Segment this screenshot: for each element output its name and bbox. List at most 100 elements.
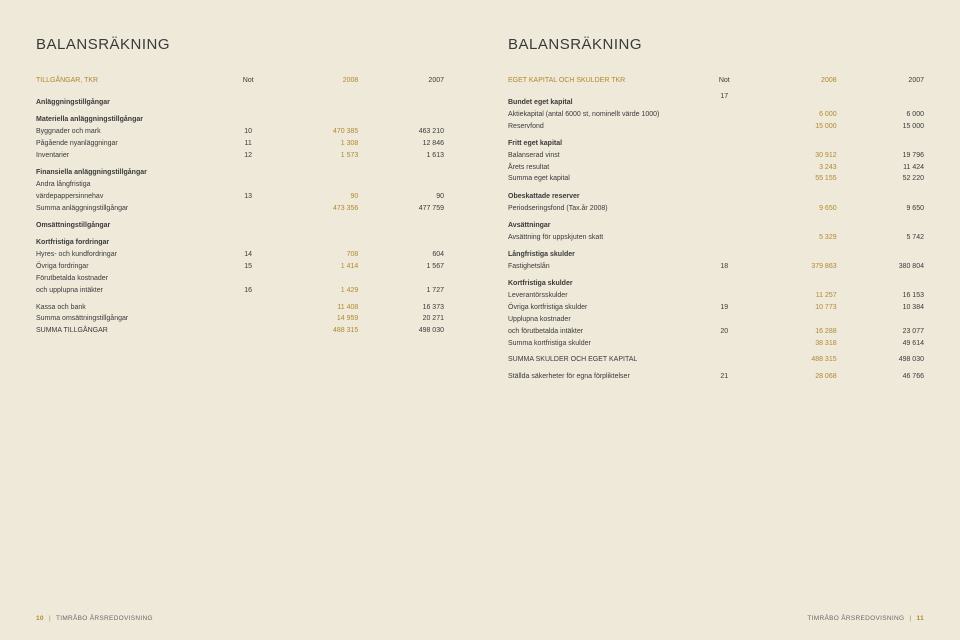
row-not xyxy=(224,326,273,338)
col-header-label: TILLGÅNGAR, TKR xyxy=(36,75,224,87)
row-year2: 90 xyxy=(358,191,444,203)
row-year1: 470 385 xyxy=(273,127,359,139)
table-row: Övriga fordringar151 4141 567 xyxy=(36,261,444,273)
row-not: 11 xyxy=(224,138,273,150)
row-year1: 473 356 xyxy=(273,203,359,215)
section-heading-not xyxy=(699,133,749,150)
row-label: Byggnader och mark xyxy=(36,127,224,139)
row-label: Reservfond xyxy=(508,121,699,133)
row-year2: 1 727 xyxy=(358,285,444,297)
section-heading-row: Obeskattade reserver xyxy=(508,186,924,203)
section-heading-not xyxy=(699,186,749,203)
row-not xyxy=(224,273,273,285)
section-heading-row: Kortfristiga skulder xyxy=(508,273,924,290)
section-heading: Omsättningstillgångar xyxy=(36,215,224,232)
table-row: Årets resultat3 24311 424 xyxy=(508,162,924,174)
section-heading-not xyxy=(224,162,273,179)
row-year2: 20 271 xyxy=(358,314,444,326)
row-year2: 1 567 xyxy=(358,261,444,273)
section-heading: Avsättningar xyxy=(508,215,699,232)
table-row: Förutbetalda kostnader xyxy=(36,273,444,285)
row-year2 xyxy=(837,314,924,326)
table-row: värdepappersinnehav139090 xyxy=(36,191,444,203)
section-heading-row: Kortfristiga fordringar xyxy=(36,232,444,249)
row-year1: 488 315 xyxy=(273,326,359,338)
row-label: och förutbetalda intäkter xyxy=(508,326,699,338)
row-not xyxy=(699,338,749,350)
section-heading-row: Fritt eget kapital xyxy=(508,133,924,150)
row-year2: 5 742 xyxy=(837,232,924,244)
row-year2: 52 220 xyxy=(837,174,924,186)
row-year1: 6 000 xyxy=(749,109,836,121)
row-not xyxy=(224,314,273,326)
section-heading: Materiella anläggningstillgångar xyxy=(36,109,224,126)
section-heading-row: Materiella anläggningstillgångar xyxy=(36,109,444,126)
col-header-label: EGET KAPITAL OCH SKULDER TKR xyxy=(508,75,699,87)
footer-text: TIMRÅBO ÅRSREDOVISNING xyxy=(56,615,153,622)
row-not xyxy=(699,291,749,303)
row-year1 xyxy=(749,314,836,326)
section-heading-not xyxy=(224,232,273,249)
footer-left: 10 | TIMRÅBO ÅRSREDOVISNING xyxy=(36,615,153,622)
row-label: Upplupna kostnader xyxy=(508,314,699,326)
row-label: och upplupna intäkter xyxy=(36,285,224,297)
table-header-row: TILLGÅNGAR, TKR Not 2008 2007 xyxy=(36,75,444,87)
table-row: Andra långfristiga xyxy=(36,179,444,191)
section-heading-not: 17 xyxy=(699,92,749,109)
section-heading-row: Långfristiga skulder xyxy=(508,244,924,261)
row-year2: 463 210 xyxy=(358,127,444,139)
row-not xyxy=(699,203,749,215)
row-year2 xyxy=(358,179,444,191)
row-not xyxy=(224,203,273,215)
table-row: SUMMA TILLGÅNGAR488 315498 030 xyxy=(36,326,444,338)
row-year1 xyxy=(273,179,359,191)
row-year1: 11 257 xyxy=(749,291,836,303)
row-label: Summa anläggningstillgångar xyxy=(36,203,224,215)
col-header-not: Not xyxy=(224,75,273,87)
row-not: 18 xyxy=(699,261,749,273)
row-label: Övriga kortfristiga skulder xyxy=(508,303,699,315)
footer-right: TIMRÅBO ÅRSREDOVISNING | 11 xyxy=(807,615,924,622)
section-heading: Kortfristiga skulder xyxy=(508,273,699,290)
table-row: Summa kortfristiga skulder38 31849 614 xyxy=(508,338,924,350)
row-year1: 28 068 xyxy=(749,372,836,384)
row-not: 14 xyxy=(224,250,273,262)
row-year1: 708 xyxy=(273,250,359,262)
row-label: Balanserad vinst xyxy=(508,150,699,162)
page-left: BALANSRÄKNING TILLGÅNGAR, TKR Not 2008 2… xyxy=(0,0,480,640)
row-not xyxy=(224,179,273,191)
row-not: 20 xyxy=(699,326,749,338)
footer-page-num: 11 xyxy=(917,615,924,622)
row-year1 xyxy=(273,273,359,285)
row-year1: 10 773 xyxy=(749,303,836,315)
row-label: Aktiekapital (antal 6000 st, nominellt v… xyxy=(508,109,699,121)
row-year1: 15 000 xyxy=(749,121,836,133)
row-not: 12 xyxy=(224,150,273,162)
row-label: Kassa och bank xyxy=(36,302,224,314)
row-not xyxy=(699,109,749,121)
row-year1: 1 573 xyxy=(273,150,359,162)
row-year1: 38 318 xyxy=(749,338,836,350)
col-header-year1: 2008 xyxy=(273,75,359,87)
row-year2: 498 030 xyxy=(837,355,924,367)
row-label: Fastighetslån xyxy=(508,261,699,273)
col-header-year1: 2008 xyxy=(749,75,836,87)
row-label: SUMMA SKULDER OCH EGET KAPITAL xyxy=(508,355,699,367)
row-year2: 6 000 xyxy=(837,109,924,121)
section-heading: Långfristiga skulder xyxy=(508,244,699,261)
title-left: BALANSRÄKNING xyxy=(36,36,444,53)
row-not: 13 xyxy=(224,191,273,203)
section-heading: Bundet eget kapital xyxy=(508,92,699,109)
row-label: Hyres- och kundfordringar xyxy=(36,250,224,262)
row-not xyxy=(699,150,749,162)
row-year2: 1 613 xyxy=(358,150,444,162)
row-not: 21 xyxy=(699,372,749,384)
table-row: Inventarier121 5731 613 xyxy=(36,150,444,162)
row-label: Avsättning för uppskjuten skatt xyxy=(508,232,699,244)
row-label: Inventarier xyxy=(36,150,224,162)
row-year2: 477 759 xyxy=(358,203,444,215)
row-not xyxy=(699,121,749,133)
table-assets: TILLGÅNGAR, TKR Not 2008 2007 Anläggning… xyxy=(36,75,444,338)
section-heading: Obeskattade reserver xyxy=(508,186,699,203)
table-row: Avsättning för uppskjuten skatt5 3295 74… xyxy=(508,232,924,244)
